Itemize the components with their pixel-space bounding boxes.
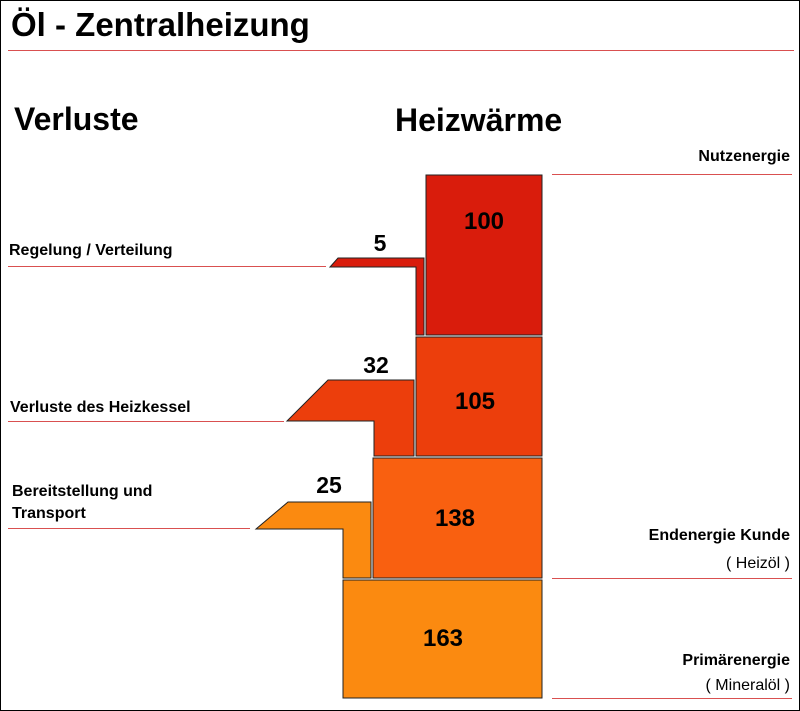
rule-primaerenergie <box>552 698 792 699</box>
loss-arrow-regelung <box>328 257 425 336</box>
loss-arrow-bereitstellung <box>254 501 372 579</box>
heat-heading: Heizwärme <box>395 102 563 138</box>
level-block-heizkessel-out <box>415 336 543 457</box>
level-value-138: 138 <box>435 505 475 532</box>
loss-value-5: 5 <box>374 230 387 256</box>
level-value-105: 105 <box>455 388 495 415</box>
label-endenergie: Endenergie Kunde <box>648 527 790 544</box>
label-primaerenergie: Primärenergie <box>682 652 790 669</box>
page-title: Öl - Zentralheizung <box>11 6 310 43</box>
label-bereitstellung-line1: Bereitstellung und <box>12 483 153 500</box>
loss-value-25: 25 <box>316 472 342 498</box>
rule-nutzenergie <box>552 174 792 175</box>
loss-arrow-heizkessel <box>285 379 415 457</box>
level-value-163: 163 <box>423 625 463 652</box>
label-bereitstellung-line2: Transport <box>12 505 86 522</box>
rule-regelung <box>8 266 326 267</box>
rule-endenergie <box>552 578 792 579</box>
label-verluste-heizkessel: Verluste des Heizkessel <box>10 399 191 416</box>
label-bereitstellung: Bereitstellung und Transport <box>12 481 152 525</box>
title-divider <box>8 50 794 51</box>
label-nutzenergie: Nutzenergie <box>698 148 790 165</box>
level-block-primaerenergie <box>342 579 543 699</box>
level-block-endenergie <box>372 457 543 579</box>
loss-value-32: 32 <box>363 352 389 378</box>
losses-heading: Verluste <box>14 101 139 137</box>
rule-heizkessel <box>8 421 284 422</box>
level-value-100: 100 <box>464 208 504 235</box>
label-primaerenergie-sub: ( Mineralöl ) <box>705 677 790 694</box>
rule-bereitstellung <box>8 528 250 529</box>
level-block-nutzenergie <box>425 174 543 336</box>
label-regelung-verteilung: Regelung / Verteilung <box>9 242 173 259</box>
label-endenergie-sub: ( Heizöl ) <box>725 555 790 572</box>
